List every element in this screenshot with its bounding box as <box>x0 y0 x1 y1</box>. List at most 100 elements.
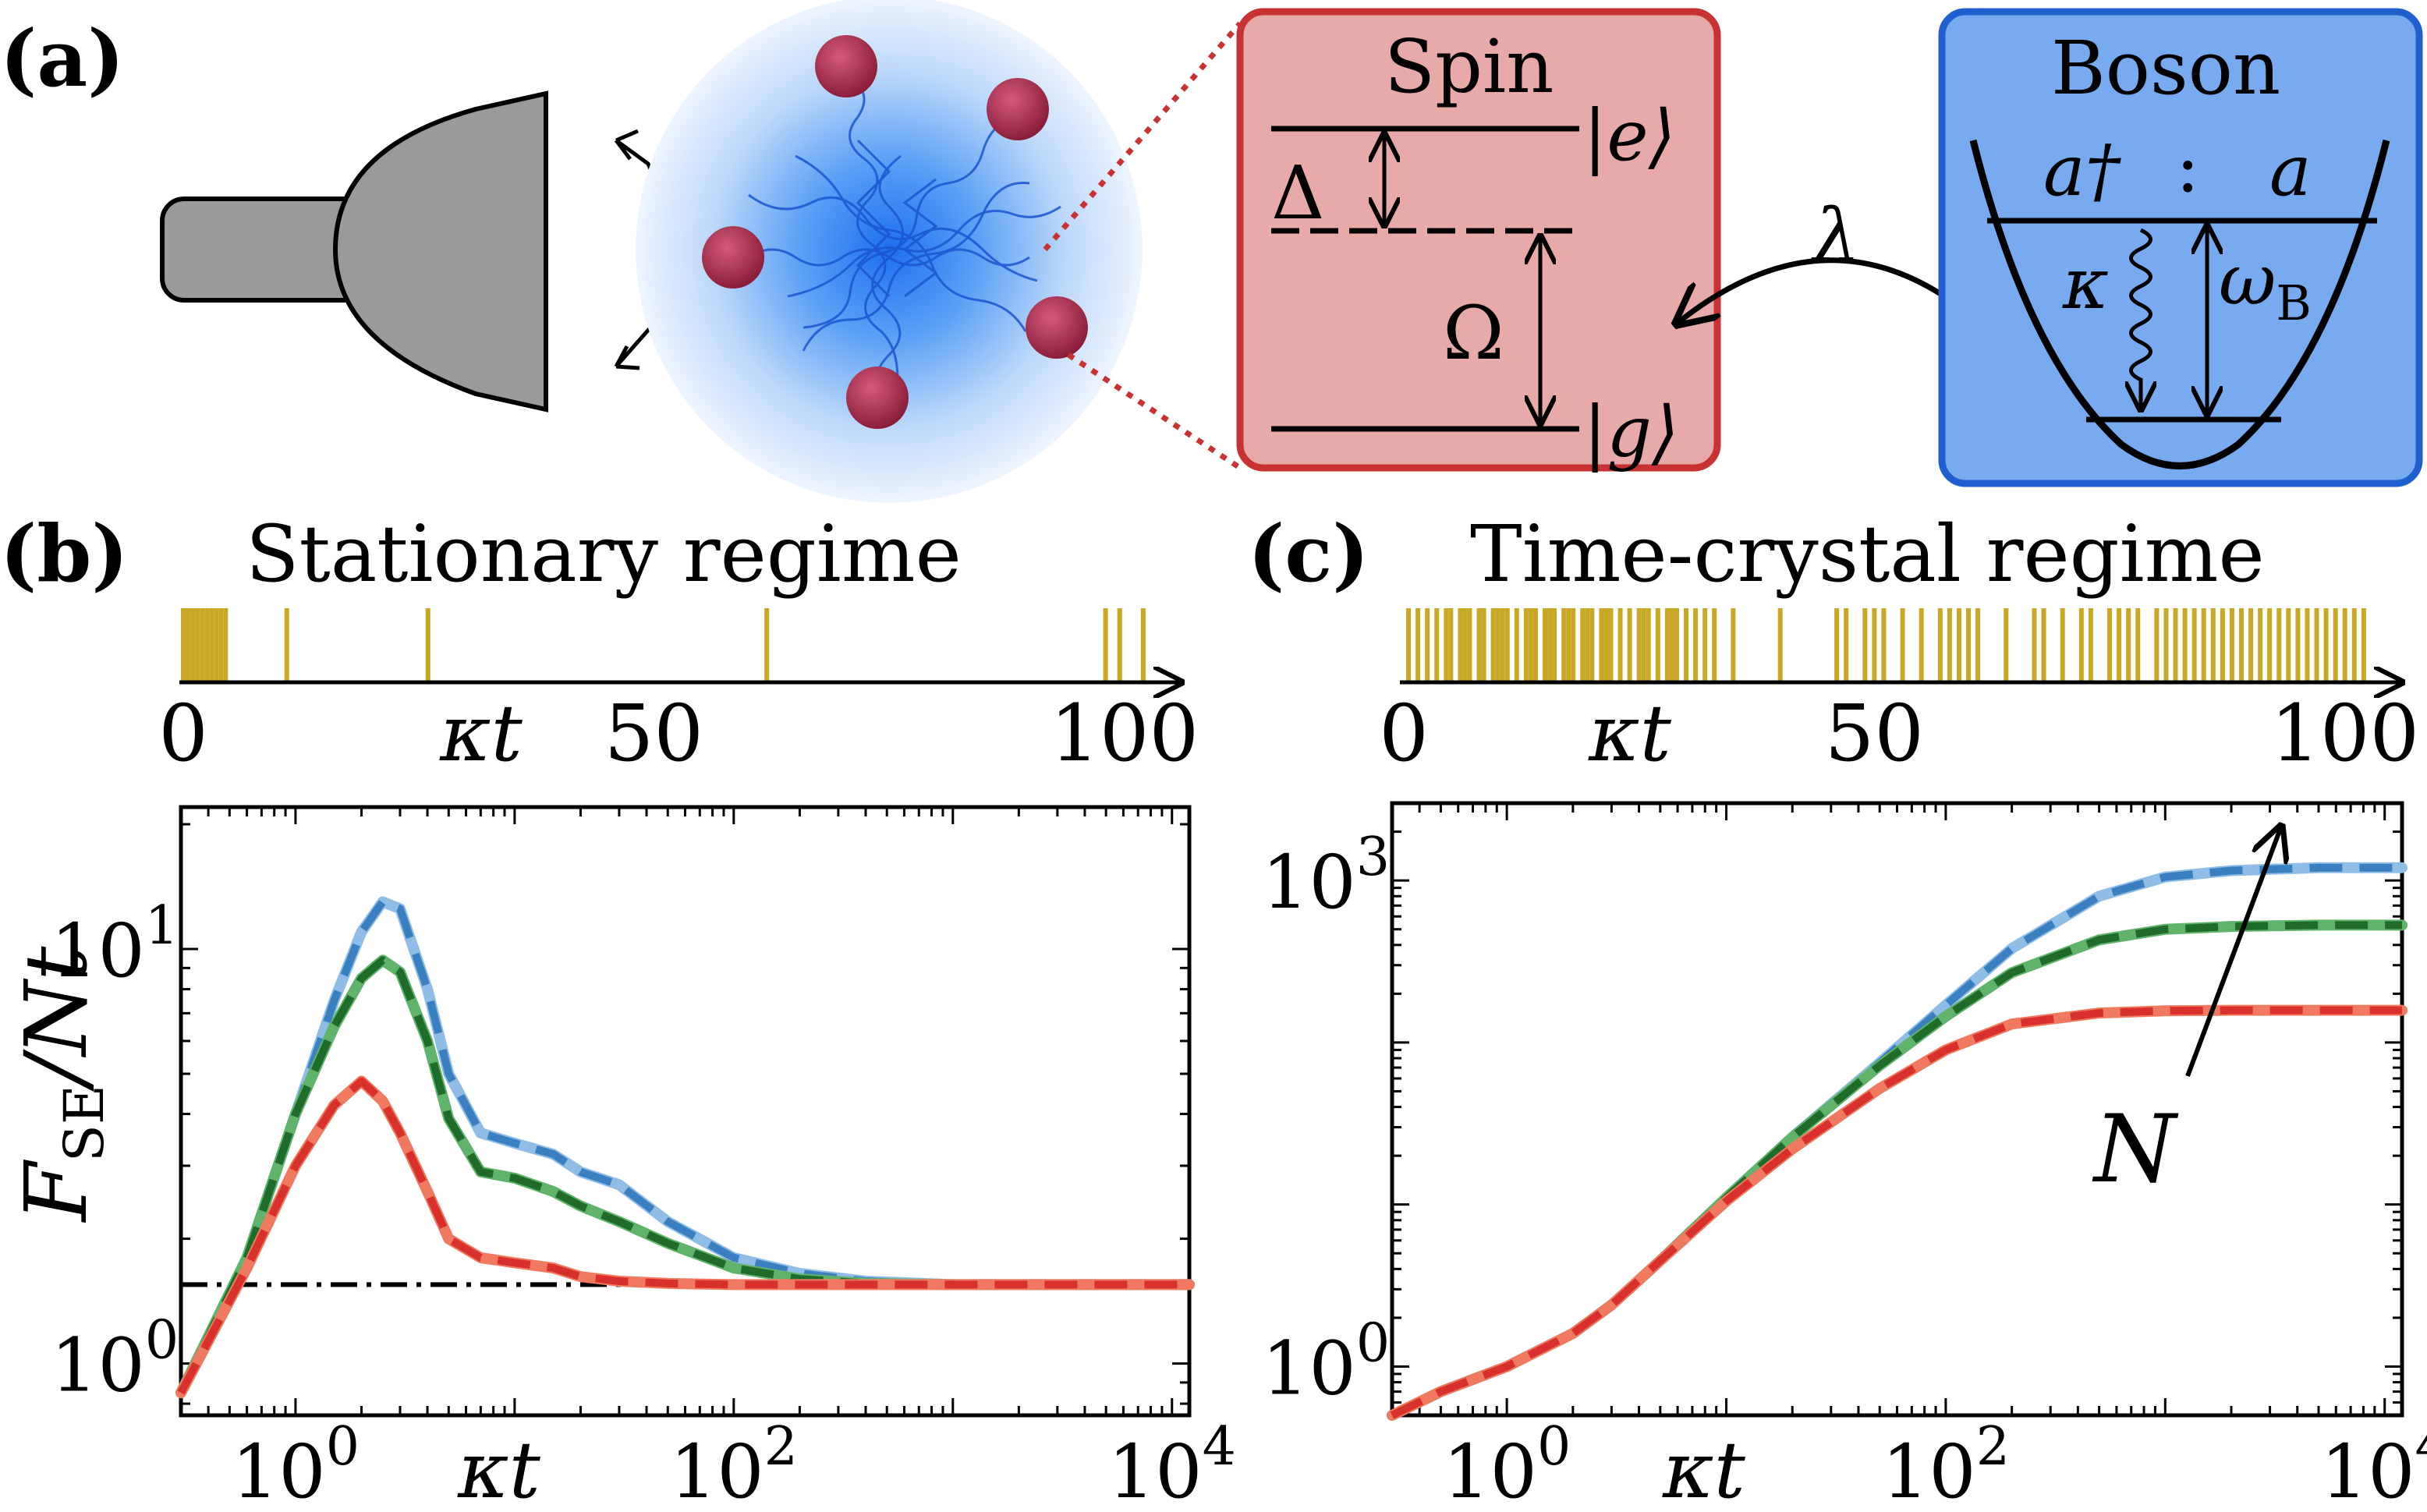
event-mark <box>1627 608 1632 682</box>
series-blue-solid <box>1387 862 2408 1421</box>
event-mark <box>181 608 186 682</box>
event-mark <box>1425 608 1430 682</box>
event-mark <box>2314 608 2319 682</box>
event-mark <box>2323 608 2329 682</box>
event-mark <box>1919 608 1924 682</box>
event-mark <box>1117 608 1122 682</box>
y-tick-label: 103 <box>1262 827 1390 926</box>
series-red-dashed <box>177 1077 1189 1395</box>
event-mark <box>1103 608 1108 682</box>
event-mark <box>1504 608 1510 682</box>
raster-tick-label: 50 <box>604 688 703 779</box>
event-mark <box>1636 608 1642 682</box>
atom-cloud-icon <box>636 0 1143 503</box>
event-mark <box>1966 608 1972 682</box>
event-mark <box>1444 608 1449 682</box>
event-mark <box>1646 608 1651 682</box>
excited-state-label: |e⟩ <box>1583 95 1676 177</box>
event-mark <box>1580 608 1586 682</box>
event-mark <box>2182 608 2188 682</box>
event-mark <box>1490 608 1496 682</box>
event-mark <box>1514 608 1519 682</box>
event-mark <box>2173 608 2178 682</box>
x-tick-label: 104 <box>1108 1416 1236 1512</box>
event-mark <box>1448 608 1454 682</box>
event-mark <box>1585 608 1590 682</box>
event-mark <box>186 608 191 682</box>
event-mark <box>1495 608 1500 682</box>
series-red-solid <box>1387 1004 2408 1421</box>
raster-x-label: κt <box>1588 688 1672 779</box>
event-mark <box>1844 608 1849 682</box>
event-mark <box>2004 608 2009 682</box>
event-mark <box>284 608 289 682</box>
plot-c: 100 102 104 100 103 κt <box>1262 801 2427 1512</box>
raster-tick-label: 100 <box>1050 688 1199 779</box>
event-mark <box>1872 608 1877 682</box>
raster-b: 0 50 100 κt <box>158 608 1199 779</box>
y-tick-label: 101 <box>51 895 179 994</box>
event-mark <box>2154 608 2159 682</box>
panel-a-label: (a) <box>0 12 124 104</box>
event-mark <box>1669 608 1674 682</box>
coupling-label: λ <box>1810 193 1860 279</box>
series-blue-dashed <box>177 898 1189 1395</box>
event-mark <box>764 608 770 682</box>
series-green-solid <box>175 954 1195 1399</box>
event-mark <box>2163 608 2169 682</box>
x-axis-label: κt <box>1662 1425 1746 1512</box>
boson-frequency-label: ωB <box>2219 239 2312 331</box>
series-green-solid <box>1387 919 2408 1421</box>
event-mark <box>1528 608 1533 682</box>
event-mark <box>1561 608 1567 682</box>
decay-label: κ <box>2062 243 2109 325</box>
event-mark <box>1599 608 1604 682</box>
creation-operator: a† <box>2043 130 2122 212</box>
event-mark <box>1693 608 1699 682</box>
event-mark <box>2276 608 2282 682</box>
rabi-label: Ω <box>1443 291 1504 377</box>
event-mark <box>1731 608 1736 682</box>
operator-separator: : <box>2176 126 2199 208</box>
raster-tick-label: 100 <box>2270 688 2419 779</box>
event-mark <box>1566 608 1571 682</box>
raster-c: 0 50 100 κt <box>1379 608 2419 779</box>
series-green-dashed <box>1390 921 2402 1419</box>
event-mark <box>1467 608 1472 682</box>
event-mark <box>2238 608 2244 682</box>
event-mark <box>1462 608 1468 682</box>
event-mark <box>209 608 214 682</box>
event-mark <box>1956 608 1961 682</box>
panel-c-label: (c) <box>1248 508 1369 600</box>
event-mark <box>1476 608 1482 682</box>
event-mark <box>1900 608 1905 682</box>
event-mark <box>2032 608 2037 682</box>
event-mark <box>2078 608 2084 682</box>
event-mark <box>2248 608 2254 682</box>
plot-b: 100 102 104 100 101 κt FSE/Nt <box>6 805 1236 1512</box>
event-mark <box>1777 608 1783 682</box>
x-tick-label: 102 <box>670 1416 798 1512</box>
event-mark <box>2342 608 2347 682</box>
x-axis-label: κt <box>457 1425 541 1512</box>
event-mark <box>2295 608 2301 682</box>
event-mark <box>2107 608 2113 682</box>
spin-box-bg <box>1236 8 1721 472</box>
event-mark <box>204 608 210 682</box>
spin-title: Spin <box>1384 24 1554 110</box>
event-mark <box>200 608 205 682</box>
panel-a: (a) <box>0 0 2423 503</box>
event-mark <box>1641 608 1646 682</box>
event-mark <box>1664 608 1670 682</box>
event-mark <box>2333 608 2338 682</box>
annihilation-operator: a <box>2269 130 2312 212</box>
x-tick-label: 104 <box>2321 1416 2427 1512</box>
event-mark <box>1684 608 1689 682</box>
boson-box: Boson a† : a κ ωB <box>1938 8 2423 487</box>
event-mark <box>2088 608 2093 682</box>
event-mark <box>2286 608 2291 682</box>
event-mark <box>1589 608 1595 682</box>
n-annotation: N <box>2092 827 2281 1204</box>
event-mark <box>195 608 200 682</box>
